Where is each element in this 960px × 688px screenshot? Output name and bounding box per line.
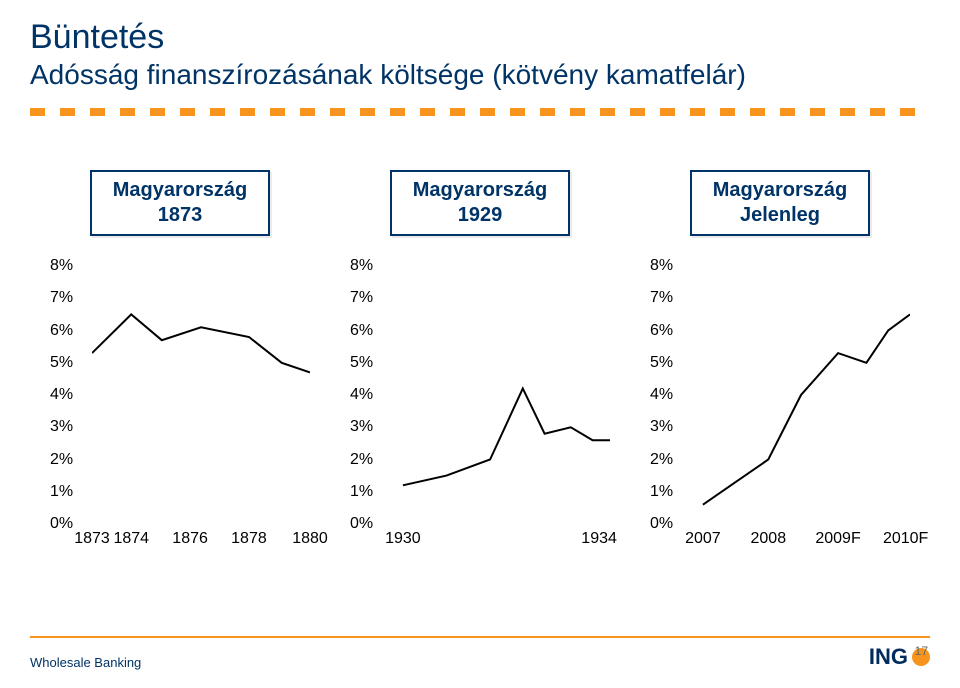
y-tick-label: 1% xyxy=(650,483,673,501)
chart-label-line: Magyarország xyxy=(106,178,254,203)
x-tick-label: 2009F xyxy=(815,530,860,548)
y-tick-label: 3% xyxy=(50,418,73,436)
charts-row: Magyarország18738%7%6%5%4%3%2%1%0%187318… xyxy=(0,170,960,526)
chart-label-line: 1873 xyxy=(106,203,254,228)
x-tick-label: 1930 xyxy=(385,530,421,548)
y-tick-label: 5% xyxy=(350,354,373,372)
title-rule xyxy=(30,108,930,116)
y-tick-label: 0% xyxy=(350,515,373,533)
chart-column: MagyarországJelenleg8%7%6%5%4%3%2%1%0%20… xyxy=(640,170,920,526)
chart-label-line: Magyarország xyxy=(406,178,554,203)
footer: Wholesale Banking ING xyxy=(30,644,930,670)
x-tick-label: 1874 xyxy=(113,530,149,548)
slide-title: Büntetés xyxy=(30,18,960,57)
y-tick-label: 5% xyxy=(50,354,73,372)
title-block: Büntetés Adósság finanszírozásának költs… xyxy=(0,0,960,91)
page-number: 17 xyxy=(915,644,928,658)
x-tick-label: 2010F xyxy=(883,530,928,548)
y-tick-label: 1% xyxy=(50,483,73,501)
chart-label-line: 1929 xyxy=(406,203,554,228)
chart-label-box: Magyarország1929 xyxy=(390,170,570,236)
y-tick-label: 2% xyxy=(50,451,73,469)
logo-text: ING xyxy=(869,644,908,670)
chart-plot: 8%7%6%5%4%3%2%1%0%200720082009F2010F xyxy=(650,266,910,526)
chart-series-line xyxy=(92,314,310,372)
y-tick-label: 2% xyxy=(350,451,373,469)
chart-label-box: Magyarország1873 xyxy=(90,170,270,236)
y-tick-label: 6% xyxy=(50,322,73,340)
y-tick-label: 2% xyxy=(650,451,673,469)
chart-line-svg xyxy=(92,266,310,524)
y-tick-label: 0% xyxy=(650,515,673,533)
y-tick-label: 3% xyxy=(650,418,673,436)
chart-series-line xyxy=(703,314,910,504)
y-tick-label: 4% xyxy=(350,386,373,404)
x-tick-label: 2008 xyxy=(751,530,787,548)
slide-root: Büntetés Adósság finanszírozásának költs… xyxy=(0,0,960,688)
y-tick-label: 8% xyxy=(650,257,673,275)
x-tick-label: 1876 xyxy=(172,530,208,548)
y-tick-label: 8% xyxy=(50,257,73,275)
chart-plot: 8%7%6%5%4%3%2%1%0%19301934 xyxy=(350,266,610,526)
x-tick-label: 2007 xyxy=(685,530,721,548)
chart-line-svg xyxy=(392,266,610,524)
chart-label-box: MagyarországJelenleg xyxy=(690,170,870,236)
y-tick-label: 8% xyxy=(350,257,373,275)
y-tick-label: 6% xyxy=(650,322,673,340)
chart-label-line: Jelenleg xyxy=(706,203,854,228)
y-tick-label: 7% xyxy=(650,289,673,307)
slide-subtitle: Adósság finanszírozásának költsége (kötv… xyxy=(30,59,960,91)
x-tick-label: 1880 xyxy=(292,530,328,548)
x-tick-label: 1878 xyxy=(231,530,267,548)
chart-column: Magyarország18738%7%6%5%4%3%2%1%0%187318… xyxy=(40,170,320,526)
y-tick-label: 4% xyxy=(50,386,73,404)
y-tick-label: 0% xyxy=(50,515,73,533)
y-tick-label: 5% xyxy=(650,354,673,372)
chart-series-line xyxy=(403,389,610,486)
chart-line-svg xyxy=(692,266,910,524)
chart-column: Magyarország19298%7%6%5%4%3%2%1%0%193019… xyxy=(340,170,620,526)
y-tick-label: 6% xyxy=(350,322,373,340)
footer-line xyxy=(30,636,930,638)
y-tick-label: 7% xyxy=(350,289,373,307)
chart-plot: 8%7%6%5%4%3%2%1%0%18731874187618781880 xyxy=(50,266,310,526)
x-tick-label: 1934 xyxy=(581,530,617,548)
y-tick-label: 3% xyxy=(350,418,373,436)
x-tick-label: 1873 xyxy=(74,530,110,548)
y-tick-label: 4% xyxy=(650,386,673,404)
chart-label-line: Magyarország xyxy=(706,178,854,203)
y-tick-label: 1% xyxy=(350,483,373,501)
footer-left-text: Wholesale Banking xyxy=(30,655,141,670)
y-tick-label: 7% xyxy=(50,289,73,307)
